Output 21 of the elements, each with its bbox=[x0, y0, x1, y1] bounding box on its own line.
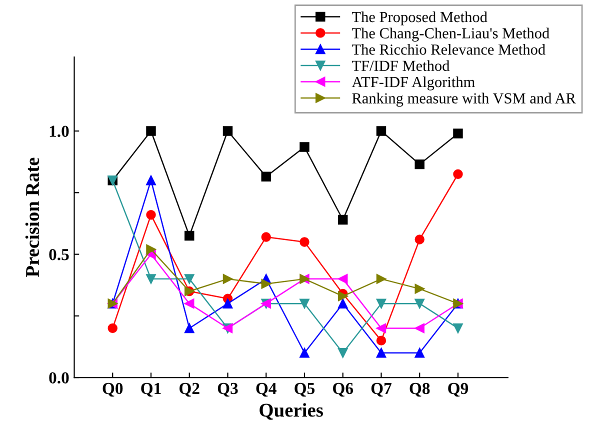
y-tick-label: 1.0 bbox=[50, 126, 69, 138]
legend-label: The Proposed Method bbox=[352, 11, 488, 26]
legend-label: The Chang-Chen-Liau's Method bbox=[352, 28, 550, 42]
x-axis-title: Queries bbox=[260, 403, 323, 420]
legend-label: ATF-IDF Algorithm bbox=[352, 76, 475, 90]
legend-label: The Ricchio Relevance Method bbox=[352, 44, 546, 55]
legend-label: TF/IDF Method bbox=[352, 60, 450, 71]
y-tick-label: 0.5 bbox=[49, 248, 69, 260]
legend-label: Ranking measure with VSM and AR bbox=[352, 92, 576, 107]
x-tick-label: Q3 bbox=[218, 382, 238, 397]
y-tick-label: 0.0 bbox=[49, 372, 69, 384]
x-tick-label: Q7 bbox=[371, 382, 392, 397]
x-tick-label: Q5 bbox=[294, 382, 315, 397]
x-tick-label: Q2 bbox=[180, 382, 200, 397]
x-tick-label: Q0 bbox=[102, 382, 123, 397]
y-axis-title: Precision Rate bbox=[25, 158, 40, 278]
x-tick-label: Q9 bbox=[448, 382, 468, 397]
x-tick-label: Q6 bbox=[333, 382, 354, 397]
x-tick-label: Q8 bbox=[410, 382, 430, 397]
x-tick-label: Q1 bbox=[141, 382, 161, 397]
x-tick-label: Q4 bbox=[256, 382, 276, 397]
